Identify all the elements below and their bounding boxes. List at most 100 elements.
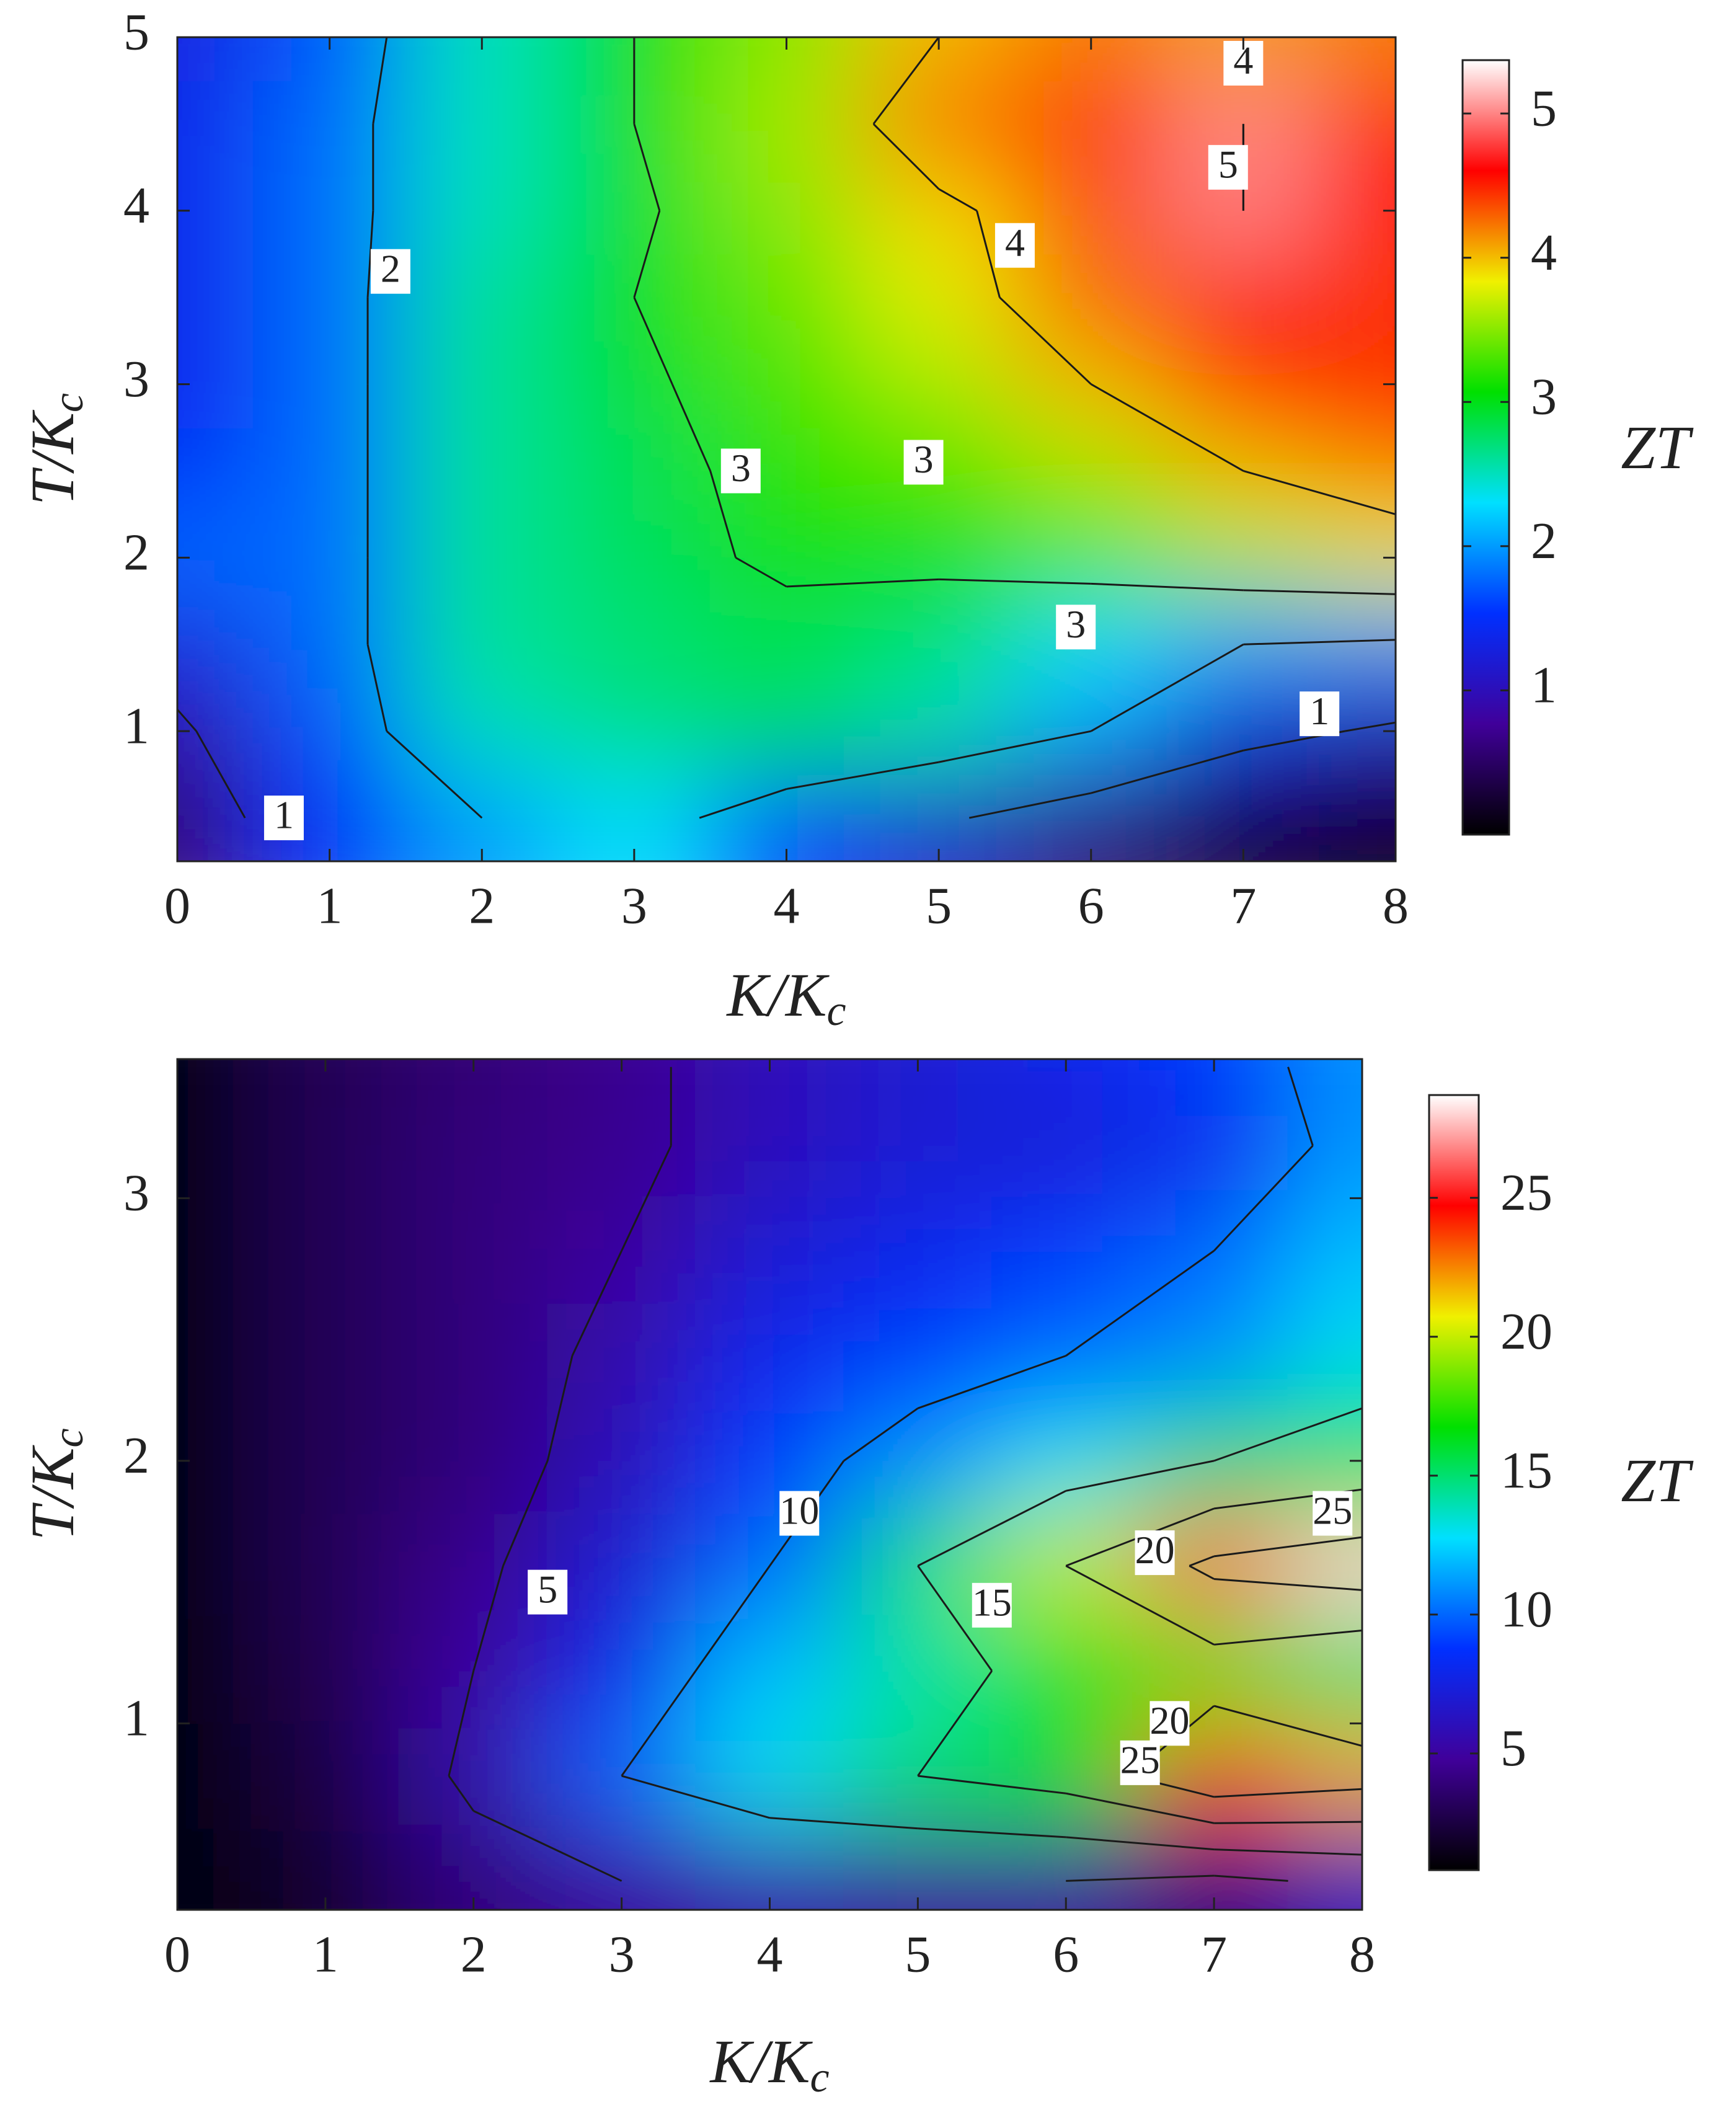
contour-line — [735, 557, 787, 588]
colorbar-label: ZT — [1621, 413, 1694, 482]
y-axis-label-sub: c — [45, 1428, 92, 1447]
colorbar-tick-label: 4 — [1531, 224, 1557, 282]
heat-cell — [862, 166, 1016, 255]
contour-line — [872, 37, 940, 125]
x-tick-label: 8 — [1383, 877, 1409, 934]
heat-cell — [1319, 600, 1396, 689]
contour-line — [1213, 1630, 1362, 1646]
contour-label-box — [779, 1491, 820, 1536]
heat-cell — [1319, 427, 1396, 515]
heat-cell — [1287, 1302, 1362, 1409]
heatmap — [177, 37, 1396, 861]
heat-cell — [1287, 1723, 1362, 1829]
heat-cell — [843, 1059, 993, 1107]
contour-line — [177, 709, 197, 732]
heat-cell — [250, 1617, 401, 1724]
contour-line — [1065, 1564, 1215, 1646]
colorbar-tick-label: 25 — [1500, 1164, 1552, 1222]
contour-line — [633, 297, 673, 385]
heat-cell — [250, 1408, 401, 1514]
heat-cell — [177, 513, 254, 602]
contour-line — [1214, 1821, 1362, 1824]
x-tick-label: 7 — [1230, 877, 1256, 934]
contour-line — [448, 1670, 475, 1777]
contour-line — [872, 123, 940, 190]
heat-cell — [1319, 37, 1396, 81]
contour-label-box — [903, 440, 944, 485]
heat-cell — [843, 1617, 993, 1724]
contour-label: 3 — [914, 437, 934, 481]
heat-cell — [1319, 166, 1396, 255]
heat-cell — [547, 1408, 697, 1514]
colorbar-tick-label: 15 — [1500, 1442, 1552, 1499]
heat-cell — [709, 79, 864, 168]
heat-cell — [862, 253, 1016, 342]
contour-line — [1214, 1848, 1362, 1856]
contour-line — [786, 578, 939, 588]
contour-label-box — [1056, 605, 1096, 650]
colorbar-tick-label: 3 — [1531, 368, 1557, 426]
heat-cell — [695, 1617, 844, 1724]
heat-cell — [695, 1302, 844, 1409]
heat-cell — [405, 79, 559, 168]
heat-cell — [709, 340, 864, 428]
heat-cell — [399, 1197, 549, 1304]
y-tick-label: 5 — [123, 3, 149, 61]
x-tick-label: 3 — [621, 877, 647, 934]
heat-cell — [399, 1059, 549, 1107]
colorbar-tick-label: 5 — [1500, 1719, 1526, 1777]
heat-cell — [547, 1617, 697, 1724]
heat-cell — [709, 600, 864, 689]
heat-cell — [1166, 340, 1321, 428]
contour-line — [918, 1775, 1066, 1794]
contour-line — [1214, 1788, 1362, 1798]
heat-cell — [250, 1197, 401, 1304]
colorbar-tick-label: 20 — [1500, 1303, 1552, 1360]
contour-label-box — [1313, 1491, 1353, 1536]
heat-cell — [1287, 1059, 1362, 1107]
heat-cell — [405, 600, 559, 689]
heat-cell — [695, 1197, 844, 1304]
contour-line — [372, 37, 388, 125]
contour-label-box — [972, 1582, 1012, 1628]
heat-cell — [405, 253, 559, 342]
y-axis-label-sub: c — [45, 393, 92, 412]
heat-cell — [862, 687, 1016, 776]
y-tick-label: 2 — [123, 524, 149, 582]
contour-line — [976, 210, 1001, 298]
heat-cell — [250, 1723, 401, 1829]
contour-line — [195, 730, 246, 818]
contour-line — [1065, 1460, 1215, 1492]
heat-cell — [1319, 513, 1396, 602]
contour-line — [473, 1810, 622, 1882]
heat-cell — [1166, 253, 1321, 342]
heat-cell — [252, 340, 407, 428]
heat-cell — [1319, 253, 1396, 342]
contour-line — [1213, 1407, 1362, 1462]
heat-cell — [252, 600, 407, 689]
heat-cell — [252, 427, 407, 515]
heat-cell — [252, 513, 407, 602]
contour-line — [1287, 1067, 1314, 1147]
heat-cell — [843, 1827, 993, 1910]
contour-label-box — [1149, 1701, 1190, 1746]
x-axis-label: K/Kc — [725, 960, 846, 1035]
contour-line — [1189, 1564, 1215, 1580]
contour-line — [1243, 589, 1396, 595]
heat-cell — [557, 513, 711, 602]
heat-cell — [991, 1408, 1141, 1514]
contour-line — [1091, 582, 1244, 592]
contour-label-box — [1300, 691, 1340, 737]
heat-cell — [177, 1059, 252, 1107]
contour-label: 25 — [1313, 1488, 1352, 1532]
contour-line — [1065, 1792, 1215, 1824]
heat-cell — [1014, 253, 1168, 342]
heat-cell — [547, 1106, 697, 1199]
contour-line — [917, 1670, 993, 1777]
colorbar-label: ZT — [1621, 1446, 1694, 1515]
heat-cell — [177, 1512, 252, 1619]
heat-cell — [557, 600, 711, 689]
contour-line — [621, 1145, 672, 1251]
contour-line — [1213, 1705, 1362, 1747]
x-axis-label-sub: c — [827, 987, 846, 1035]
